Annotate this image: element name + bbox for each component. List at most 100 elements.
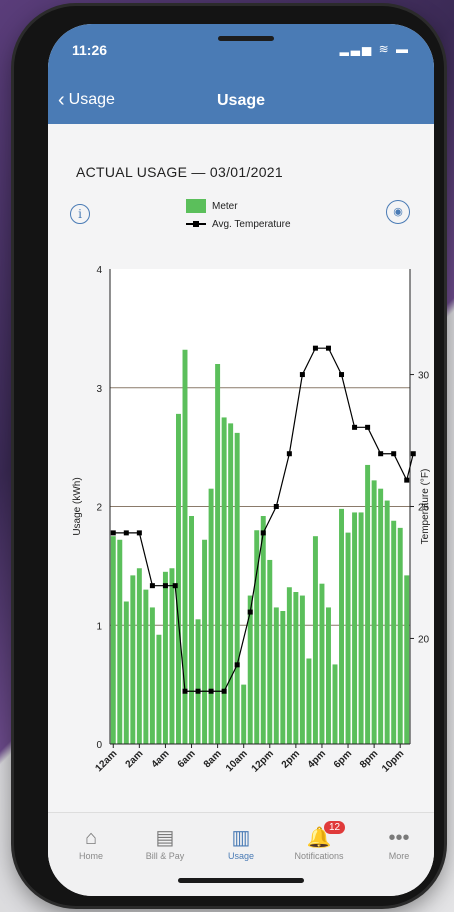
temperature-point [182, 688, 188, 694]
y2-tick-label: 25 [418, 503, 430, 514]
y2-tick-label: 30 [418, 371, 430, 382]
usage-bar [273, 607, 279, 744]
x-tick-label: 4am [150, 748, 172, 770]
chart-settings-icon[interactable]: ◉ [386, 200, 410, 224]
usage-bar [221, 417, 227, 744]
usage-bar [123, 601, 129, 744]
temperature-point [286, 451, 292, 457]
tab-home[interactable]: ⌂ Home [56, 825, 126, 861]
usage-bar [208, 488, 214, 744]
usage-bar [143, 589, 149, 744]
x-tick-label: 2pm [280, 748, 302, 770]
page-title: Usage [216, 92, 266, 109]
usage-chart[interactable]: 0 1 2 3 4 20 25 30 Usage (kWh) Temperature (°F) 12… [48, 259, 434, 779]
home-indicator [178, 878, 304, 883]
usage-bar [299, 595, 305, 744]
y2-tick-label: 20 [418, 634, 430, 645]
temperature-point [410, 451, 416, 457]
usage-bar [234, 432, 240, 744]
x-tick-label: 8am [202, 748, 224, 770]
usage-bar [352, 512, 358, 744]
usage-bar [241, 684, 247, 744]
status-icons: ▂▃▅ ≋ ▬ [340, 42, 410, 56]
usage-bar [149, 607, 155, 744]
usage-date-title: ACTUAL USAGE — 03/01/2021 [76, 164, 283, 180]
temperature-point [299, 372, 305, 378]
usage-bar [247, 595, 253, 744]
usage-bar [110, 536, 116, 744]
temperature-point [208, 688, 214, 694]
legend-temperature: Avg. Temperature [186, 215, 291, 233]
temperature-point [260, 530, 266, 536]
x-tick-label: 4pm [306, 748, 328, 770]
tab-label: Usage [227, 851, 254, 861]
x-tick-label: 10pm [380, 748, 406, 774]
temperature-point [234, 662, 240, 668]
temperature-point [110, 530, 116, 536]
usage-bar [162, 571, 168, 744]
temperature-point [404, 477, 410, 483]
phone-frame: 11:26 ▂▃▅ ≋ ▬ ‹ Usage Usage ACTUAL USAGE… [14, 6, 444, 906]
usage-bar [326, 607, 331, 744]
x-tick-label: 12am [94, 748, 120, 774]
back-label: Usage [68, 91, 115, 108]
tab-more[interactable]: ••• More [364, 825, 434, 861]
tab-usage[interactable]: ▥ Usage [206, 825, 276, 861]
usage-bar [215, 364, 221, 744]
usage-bar [293, 592, 299, 744]
x-tick-label: 10am [224, 748, 250, 774]
tab-label: More [388, 851, 410, 861]
usage-bar [384, 500, 390, 744]
usage-bar [365, 464, 371, 744]
temperature-point [149, 583, 155, 589]
usage-bar [339, 508, 344, 744]
legend-meter-swatch [186, 199, 206, 213]
temperature-point [365, 424, 371, 430]
home-icon: ⌂ [84, 827, 98, 849]
temperature-point [195, 688, 201, 694]
usage-bar [156, 634, 162, 744]
tab-bill-pay[interactable]: ▤ Bill & Pay [130, 825, 200, 861]
phone-screen: 11:26 ▂▃▅ ≋ ▬ ‹ Usage Usage ACTUAL USAGE… [48, 24, 434, 896]
temperature-point [273, 504, 279, 509]
tab-notifications[interactable]: 🔔 Notifications 12 [284, 821, 354, 861]
legend-meter-label: Meter [212, 200, 238, 212]
temperature-point [123, 530, 129, 536]
tab-label: Bill & Pay [145, 851, 185, 861]
bell-icon: 🔔 [306, 827, 332, 849]
temperature-point [162, 583, 168, 589]
usage-bar [319, 583, 325, 744]
temperature-point [352, 424, 358, 430]
usage-bar [189, 516, 194, 744]
usage-bar [312, 536, 318, 744]
x-tick-label: 6pm [332, 748, 354, 770]
x-tick-label: 12pm [250, 748, 276, 774]
usage-bar [176, 413, 181, 744]
y-tick-label: 2 [96, 503, 102, 514]
temperature-point [339, 372, 345, 378]
usage-bar [358, 512, 364, 744]
chevron-left-icon: ‹ [58, 89, 65, 111]
tab-label: Home [78, 851, 103, 861]
tab-label: Notifications [294, 851, 344, 861]
chart-legend: Meter Avg. Temperature [186, 197, 291, 233]
notification-badge: 12 [324, 821, 346, 834]
speaker-notch [218, 36, 274, 41]
info-icon[interactable]: i [70, 204, 90, 224]
battery-icon: ▬ [396, 42, 410, 56]
usage-bar [397, 527, 403, 744]
y-tick-label: 3 [96, 384, 102, 395]
usage-bar [371, 480, 377, 744]
usage-bar [267, 559, 273, 744]
temperature-point [378, 451, 384, 457]
usage-bar [136, 568, 142, 744]
y-tick-label: 4 [96, 265, 102, 276]
status-time: 11:26 [72, 42, 108, 58]
status-bar: 11:26 ▂▃▅ ≋ ▬ [48, 24, 434, 78]
legend-temperature-label: Avg. Temperature [212, 218, 291, 230]
back-button[interactable]: ‹ Usage [58, 89, 115, 111]
usage-chart-icon: ▥ [231, 827, 251, 849]
usage-bar [228, 423, 234, 744]
usage-bar [130, 575, 136, 744]
usage-bar [260, 516, 266, 744]
